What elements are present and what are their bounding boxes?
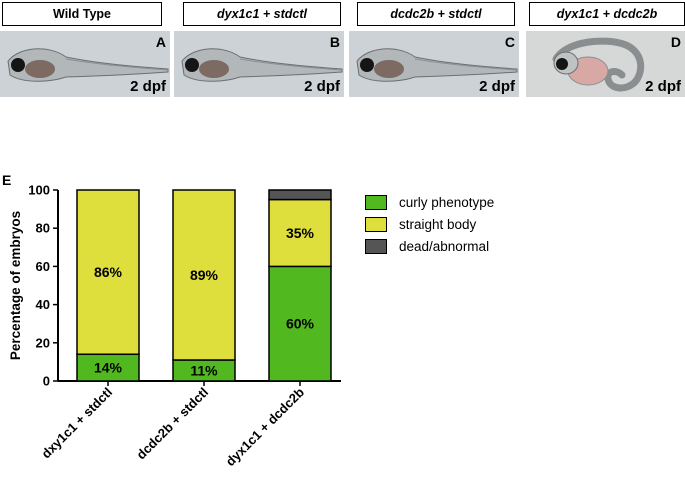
panel-d-letter: D [670,34,681,50]
legend-swatch-curly [365,195,387,210]
bar-segment [172,189,236,361]
panel-a-letter: A [155,34,166,50]
y-tick-label: 0 [43,374,50,389]
panel-d-image: D 2 dpf [526,31,685,97]
panel-a-title: Wild Type [2,2,162,26]
embryo-d-image [526,31,685,97]
legend-label-curly: curly phenotype [399,195,495,210]
panel-b-stage: 2 dpf [304,78,340,95]
embryo-notochord [414,58,518,71]
embryo-curled-tail [552,37,645,92]
panel-c-stage: 2 dpf [479,78,515,95]
panel-c-image: C 2 dpf [349,31,519,97]
y-tick-label: 20 [36,335,50,350]
legend-label-dead: dead/abnormal [399,239,490,254]
embryo-notochord [239,58,343,71]
y-tick-label: 100 [28,183,50,198]
panel-a-image: A 2 dpf [0,31,170,97]
data-label: 86% [94,264,123,280]
data-label: 60% [286,316,315,332]
panel-b-image: B 2 dpf [174,31,344,97]
stacked-bar-chart: 0 20 40 60 80 100 Percentage of embryos 14% 86% d… [8,183,341,469]
embryo-c-image [349,31,519,97]
panel-d-stage: 2 dpf [645,78,681,95]
panel-b-letter: B [329,34,340,50]
embryo-yolk [25,60,55,78]
legend-label-straight: straight body [399,217,477,232]
y-tick-label: 60 [36,259,50,274]
embryo-b-image [174,31,344,97]
legend-item-straight: straight body [365,217,476,232]
legend-swatch-dead [365,239,387,254]
panel-e-letter: E [2,172,12,188]
data-label: 11% [190,362,218,378]
embryo-notochord [65,58,169,71]
bar-segment [76,353,140,382]
panel-b-title: dyx1c1 + stdctl [183,2,341,26]
x-tick-label: dyx1c1 + dcdc2b [223,384,307,468]
bar-segment [76,189,140,356]
y-tick-label: 80 [36,221,50,236]
embryo-yolk [199,60,229,78]
bar-segment [268,265,332,382]
data-label: 14% [94,360,123,376]
data-label: 35% [286,225,315,241]
legend-swatch-straight [365,217,387,232]
panel-c-letter: C [504,34,515,50]
legend-item-dead: dead/abnormal [365,239,489,254]
panel-a-stage: 2 dpf [130,78,166,95]
embryo-eye [556,58,568,70]
bar-segment [268,198,332,268]
embryo-eye [360,58,374,72]
x-tick-label: dxy1c1 + stdctl [38,385,115,462]
embryo-eye [185,58,199,72]
data-label: 89% [190,267,219,283]
bar-segment [268,189,332,201]
embryo-a-image [0,31,170,97]
embryo-yolk [374,60,404,78]
y-axis-title: Percentage of embryos [8,211,23,360]
x-tick-label: dcdc2b + stdctl [133,385,211,463]
y-tick-label: 40 [36,297,50,312]
legend-item-curly: curly phenotype [365,195,494,210]
panel-d-title: dyx1c1 + dcdc2b [529,2,685,26]
panel-c-title: dcdc2b + stdctl [357,2,515,26]
embryo-eye [11,58,25,72]
